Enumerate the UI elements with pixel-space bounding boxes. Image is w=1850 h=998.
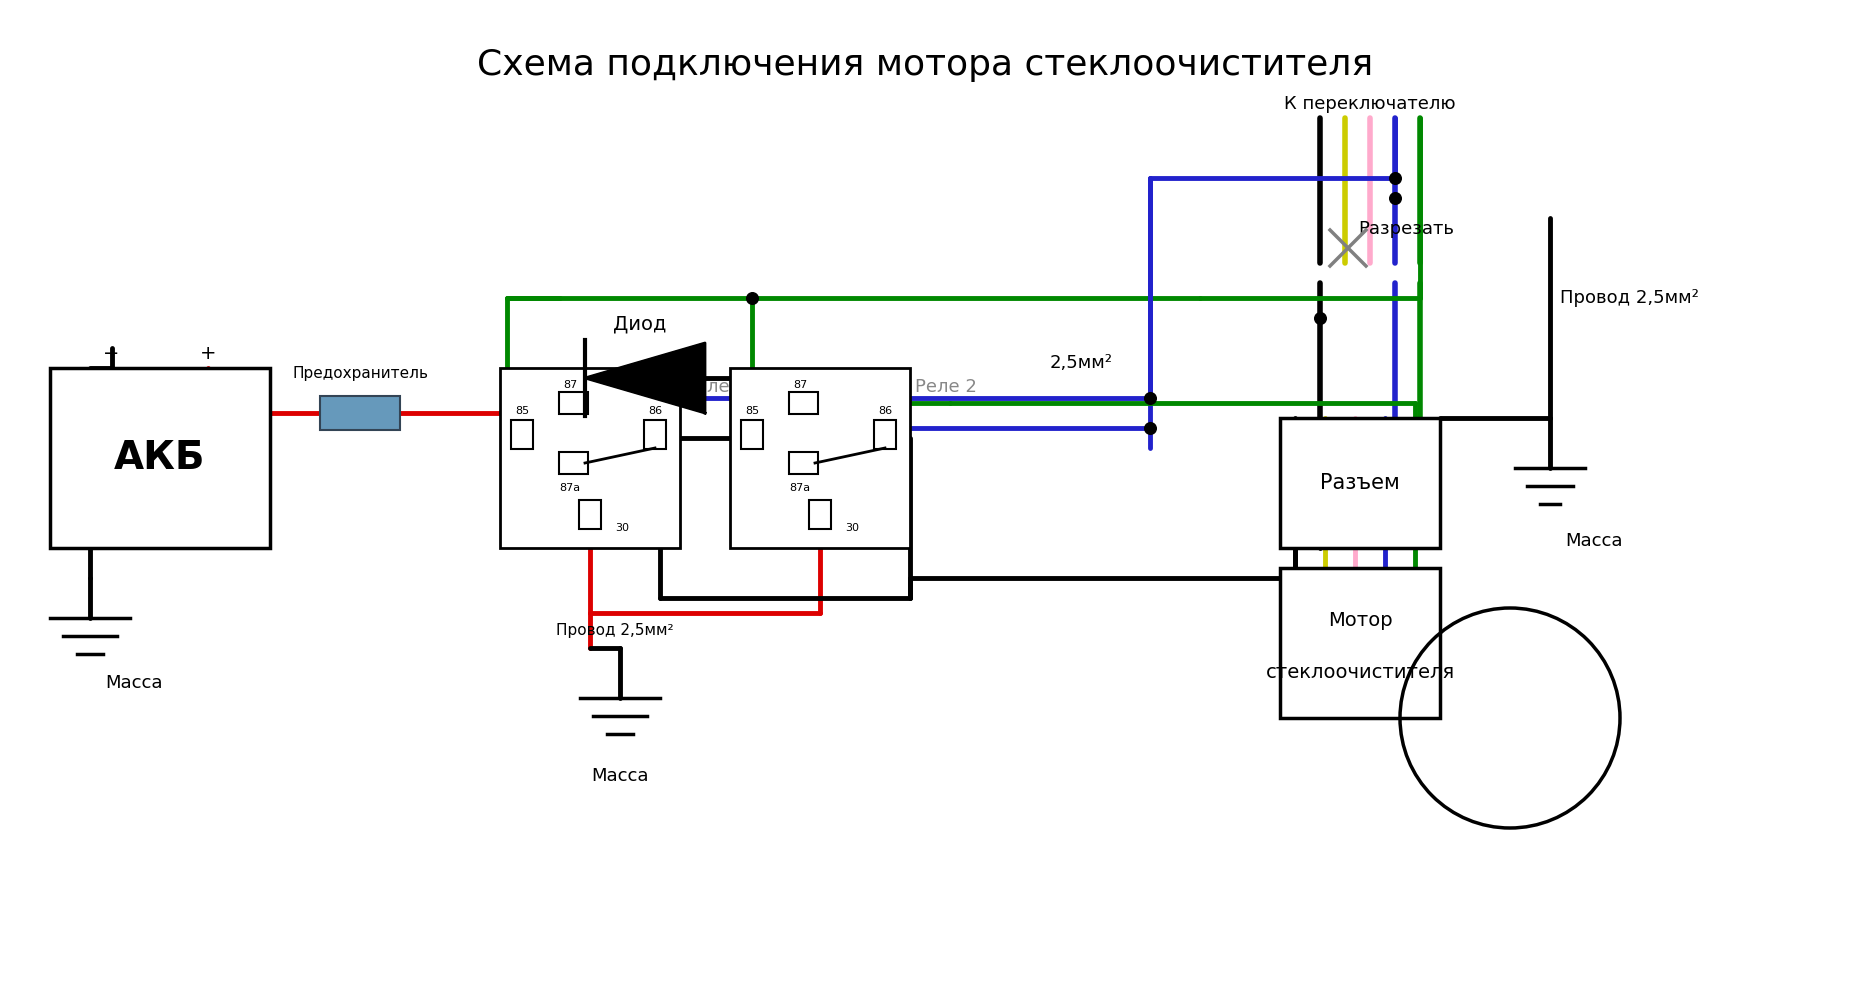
Text: Провод 2,5мм²: Провод 2,5мм² [1560,289,1698,307]
Text: АКБ: АКБ [115,439,205,477]
Text: −: − [104,344,120,363]
Text: 87: 87 [562,380,577,390]
Text: Диод: Диод [614,314,666,333]
Text: Провод 2,5мм²: Провод 2,5мм² [557,623,673,638]
Text: 2,5мм²: 2,5мм² [1051,354,1114,372]
Text: Разъем: Разъем [1321,473,1400,493]
Text: Схема подключения мотора стеклоочистителя: Схема подключения мотора стеклоочистител… [477,48,1373,82]
Bar [579,500,601,529]
Bar [788,392,818,414]
Bar [559,452,588,474]
Text: Масса: Масса [105,674,163,692]
Text: 30: 30 [614,523,629,533]
Text: 85: 85 [514,406,529,416]
Text: Реле 1: Реле 1 [684,378,747,396]
Text: Разрезать: Разрезать [1358,220,1454,238]
Bar [50,368,270,548]
Text: 86: 86 [648,406,662,416]
Bar [808,500,831,529]
Bar [742,420,762,449]
Text: 87a: 87a [559,483,581,493]
Text: 30: 30 [845,523,858,533]
Text: Масса: Масса [592,767,649,785]
Bar [1280,568,1439,718]
Bar [320,396,400,430]
Bar [1280,418,1439,548]
Bar [511,420,533,449]
Text: 87a: 87a [790,483,810,493]
Bar [873,420,895,449]
Text: 85: 85 [746,406,758,416]
Polygon shape [585,343,705,413]
Text: стеклоочистителя: стеклоочистителя [1265,664,1454,683]
Text: 87: 87 [794,380,807,390]
Text: Масса: Масса [1565,532,1622,550]
Text: +: + [200,344,216,363]
Text: Мотор: Мотор [1328,611,1393,630]
Bar [731,368,910,548]
Bar [500,368,681,548]
Bar [644,420,666,449]
Bar [788,452,818,474]
Bar [559,392,588,414]
Text: Реле 2: Реле 2 [916,378,977,396]
Text: 86: 86 [879,406,892,416]
Text: К переключателю: К переключателю [1284,95,1456,113]
Text: Предохранитель: Предохранитель [292,366,427,381]
